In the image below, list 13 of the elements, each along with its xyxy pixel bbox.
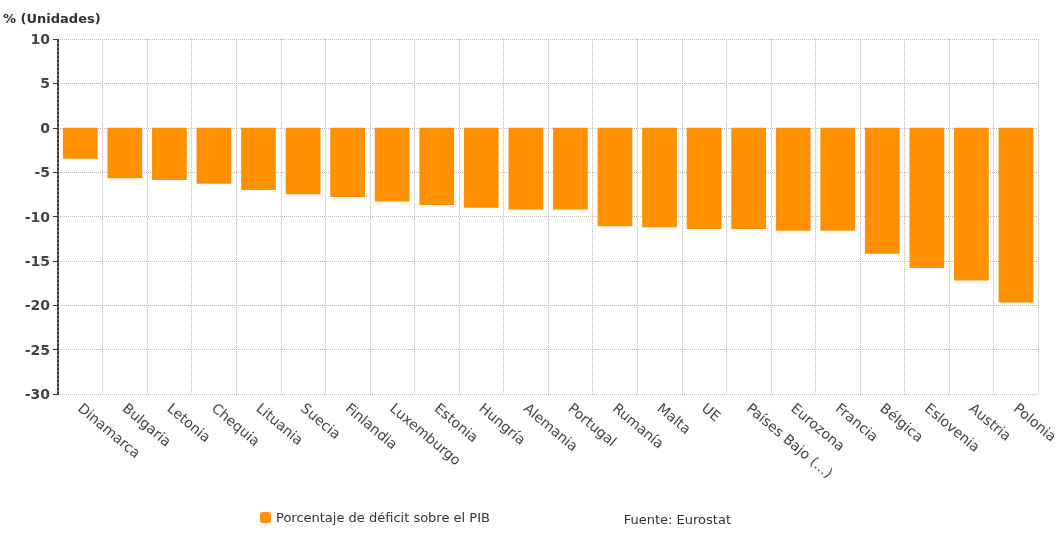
- y-tick-label: -25: [24, 341, 50, 358]
- y-tick-label: -5: [34, 164, 50, 181]
- y-tick-label: 5: [40, 75, 50, 92]
- y-tick-label: -15: [24, 252, 50, 269]
- source-note: Fuente: Eurostat: [623, 512, 731, 527]
- y-tick-label: 10: [30, 31, 51, 47]
- y-tick-label: -20: [24, 297, 51, 314]
- y-tick-label: -30: [24, 386, 51, 402]
- legend-label: Porcentaje de déficit sobre el PIB: [276, 510, 490, 525]
- y-tick-label: -10: [24, 208, 51, 225]
- y-axis-title: % (Unidades): [3, 11, 101, 26]
- x-tick-label: UE: [698, 399, 724, 425]
- y-tick-label: 0: [40, 119, 51, 136]
